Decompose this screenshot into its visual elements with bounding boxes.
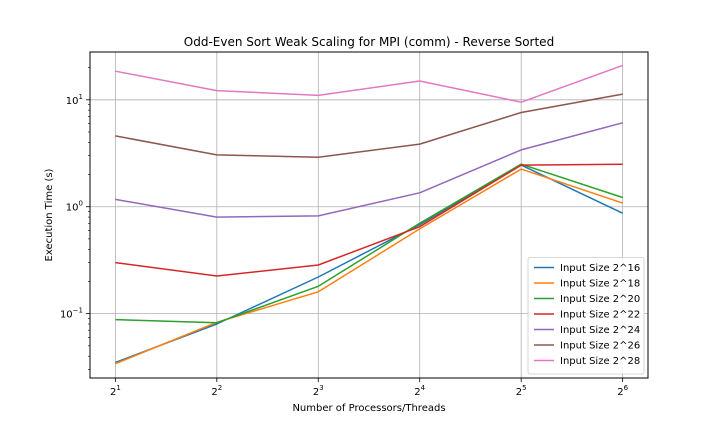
series-line (115, 64, 623, 103)
legend-label: Input Size 2^26 (560, 341, 640, 352)
y-tick-label: 100 (66, 200, 83, 214)
x-tick-label: 24 (414, 384, 425, 398)
series-line (115, 163, 623, 277)
x-tick-label: 21 (110, 384, 121, 398)
x-tick-label: 25 (516, 384, 527, 398)
y-tick-label: 10−1 (60, 307, 83, 321)
legend: Input Size 2^16 Input Size 2^18 Input Size… (527, 257, 645, 375)
x-tick-label: 26 (617, 384, 628, 398)
chart-title: Odd-Even Sort Weak Scaling for MPI (comm… (184, 35, 554, 49)
axis-ticks: 21 22 23 24 25 26 10−1 100 101 (60, 67, 629, 398)
y-tick-label: 101 (66, 93, 83, 107)
legend-label: Input Size 2^20 (560, 294, 640, 305)
series-line (115, 163, 623, 324)
legend-box (527, 257, 645, 375)
grid (90, 52, 648, 378)
legend-label: Input Size 2^22 (560, 310, 640, 321)
series-line (115, 93, 623, 159)
legend-label: Input Size 2^28 (560, 356, 640, 367)
x-tick-label: 23 (313, 384, 324, 398)
series-lines (115, 64, 623, 365)
plot-frame (89, 51, 649, 379)
series-line (115, 164, 623, 364)
y-axis-label: Execution Time (s) (44, 168, 55, 261)
series-line (115, 168, 623, 365)
x-axis-label: Number of Processors/Threads (292, 403, 445, 414)
legend-label: Input Size 2^24 (560, 325, 640, 336)
series-line (115, 122, 623, 218)
legend-label: Input Size 2^18 (560, 279, 640, 290)
x-tick-label: 22 (211, 384, 222, 398)
legend-label: Input Size 2^16 (560, 263, 640, 274)
